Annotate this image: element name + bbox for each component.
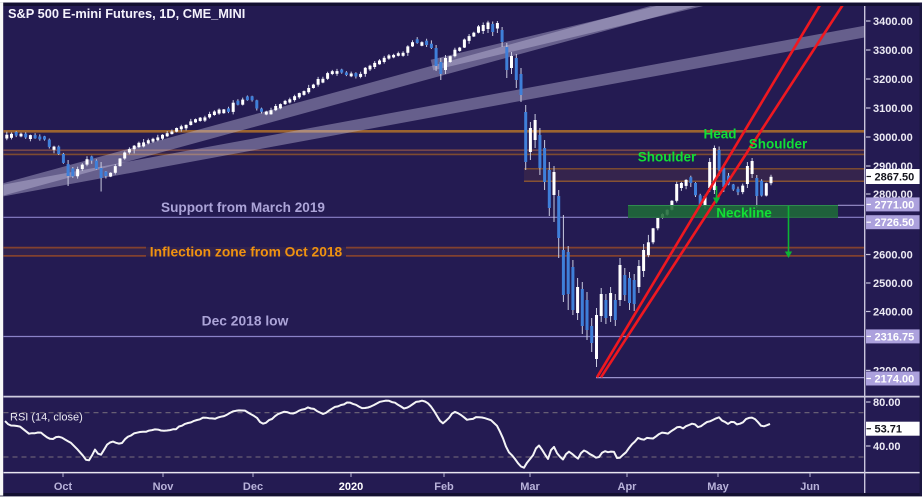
- svg-text:Jun: Jun: [800, 481, 820, 493]
- svg-text:RSI (14, close): RSI (14, close): [10, 412, 83, 424]
- svg-text:Oct: Oct: [54, 481, 73, 493]
- svg-text:2020: 2020: [339, 481, 363, 493]
- svg-text:2316.75: 2316.75: [875, 331, 915, 343]
- svg-text:May: May: [707, 481, 729, 493]
- svg-text:2800.00: 2800.00: [873, 189, 913, 201]
- svg-text:2726.50: 2726.50: [875, 217, 915, 229]
- svg-text:Inflection zone from Oct 2018: Inflection zone from Oct 2018: [150, 245, 343, 260]
- svg-text:Neckline: Neckline: [716, 206, 772, 221]
- svg-text:2174.00: 2174.00: [875, 374, 915, 386]
- svg-text:Head: Head: [703, 127, 736, 142]
- svg-text:Apr: Apr: [618, 481, 638, 493]
- svg-text:2400.00: 2400.00: [873, 307, 913, 319]
- svg-text:2600.00: 2600.00: [873, 250, 913, 262]
- svg-text:S&P 500 E-mini Futures, 1D, CM: S&P 500 E-mini Futures, 1D, CME_MINI: [8, 6, 245, 21]
- svg-text:Dec 2018 low: Dec 2018 low: [202, 314, 289, 329]
- svg-text:2771.00: 2771.00: [875, 199, 915, 211]
- svg-text:Feb: Feb: [434, 481, 454, 493]
- svg-text:3000.00: 3000.00: [873, 132, 913, 144]
- svg-text:53.71: 53.71: [875, 424, 903, 436]
- svg-text:Nov: Nov: [153, 481, 175, 493]
- svg-text:2900.00: 2900.00: [873, 161, 913, 173]
- svg-text:Shoulder: Shoulder: [749, 137, 808, 152]
- svg-text:Shoulder: Shoulder: [638, 150, 697, 165]
- svg-text:2200.00: 2200.00: [873, 365, 913, 377]
- svg-text:Dec: Dec: [243, 481, 263, 493]
- svg-text:40.00: 40.00: [873, 441, 901, 453]
- svg-text:Support from March 2019: Support from March 2019: [161, 200, 325, 215]
- svg-text:3300.00: 3300.00: [873, 45, 913, 57]
- svg-text:3200.00: 3200.00: [873, 74, 913, 86]
- svg-text:Mar: Mar: [520, 481, 540, 493]
- svg-text:3100.00: 3100.00: [873, 103, 913, 115]
- svg-text:3400.00: 3400.00: [873, 16, 913, 28]
- svg-text:80.00: 80.00: [873, 397, 901, 409]
- svg-text:2500.00: 2500.00: [873, 278, 913, 290]
- svg-text:2867.50: 2867.50: [875, 172, 915, 184]
